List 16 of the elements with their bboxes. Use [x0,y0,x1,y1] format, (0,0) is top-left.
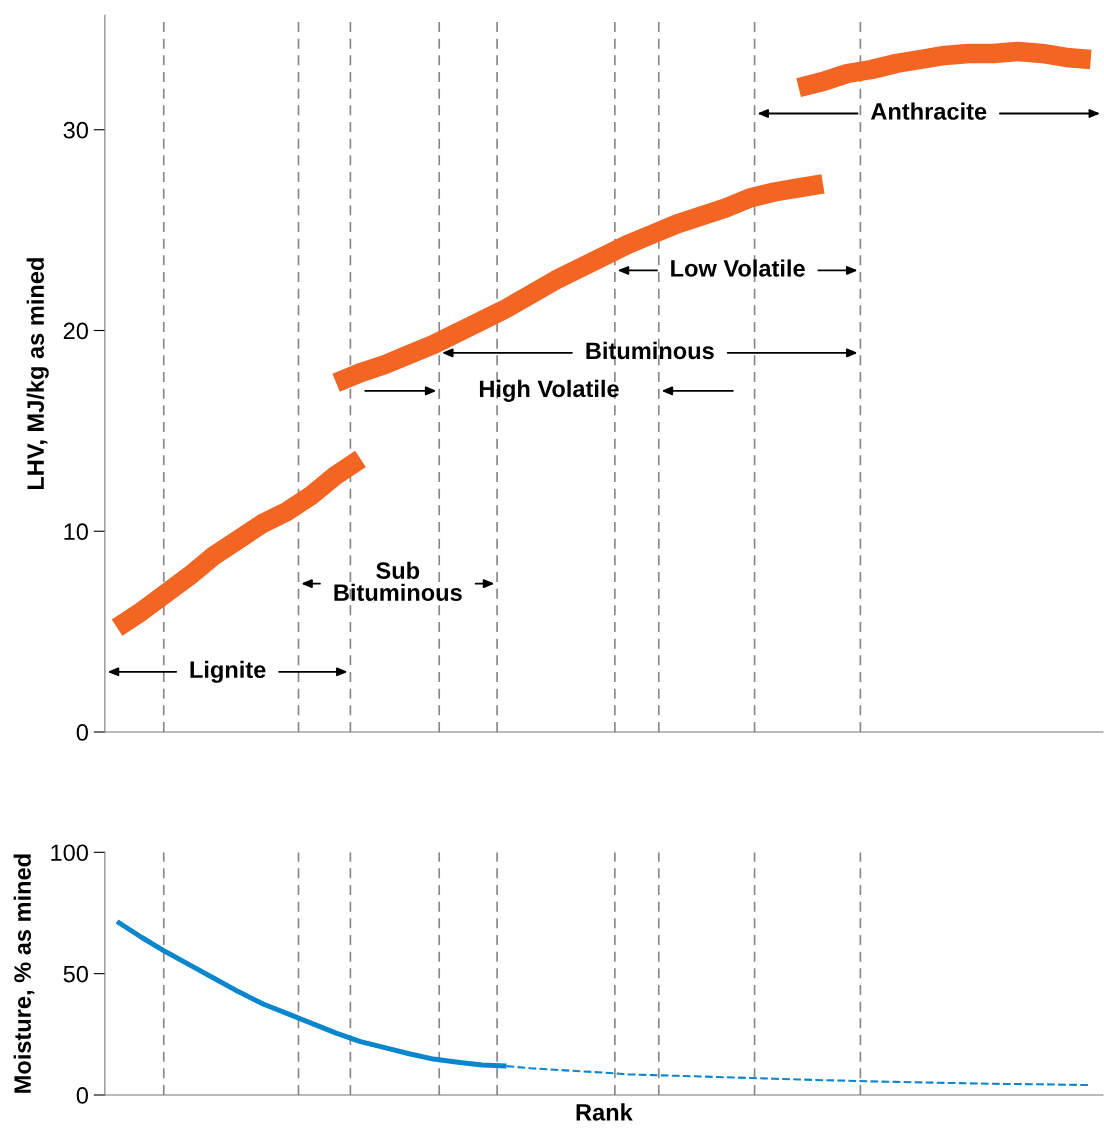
y-tick-label: 0 [76,724,88,741]
y-tick-label: 50 [63,965,88,983]
annotation: Bituminous [586,341,714,360]
annotation: High Volatile [479,379,619,402]
annotation: Lignite [190,660,266,683]
y-tick-label: 20 [63,322,88,340]
y-tick-label: 10 [64,523,88,541]
annotation: Sub Bituminous [334,561,462,601]
y-axis-title: Moisture, % as mined [13,854,35,1093]
annotation: Low Volatile [671,259,805,277]
x-axis-title: Rank [576,1103,633,1121]
y-axis-title: LHV, MJ/kg as mined [26,258,49,490]
y-tick-label: 100 [51,844,88,862]
y-tick-label: 30 [63,121,88,139]
annotation: Anthracite [870,102,987,120]
y-tick-label: 0 [76,1087,88,1104]
